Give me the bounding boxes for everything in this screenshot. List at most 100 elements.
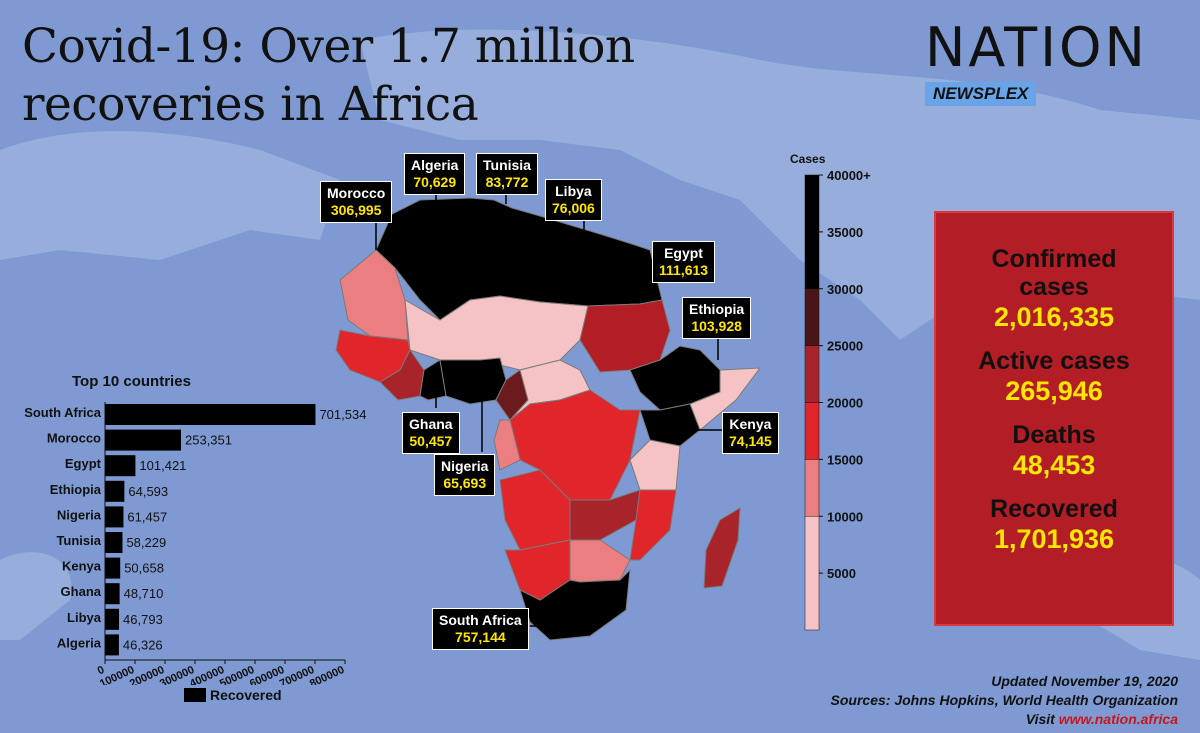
website-link[interactable]: www.nation.africa [1058,711,1178,727]
bar-value-label: 64,593 [128,484,168,499]
scale-band [804,402,820,460]
callout-value: 76,006 [552,200,595,216]
bar-category-label: Ethiopia [50,482,102,497]
confirmed-value: 2,016,335 [993,302,1115,332]
bar [105,480,125,502]
callout-country: Ghana [409,416,453,432]
callout-ethiopia: Ethiopia 103,928 [682,297,752,339]
bar-category-label: Egypt [65,456,102,471]
bar [105,455,136,477]
callout-kenya: Kenya 74,145 [722,412,779,454]
callout-value: 70,629 [413,174,457,190]
bar [105,429,182,451]
scale-band [804,345,820,403]
legend-swatch [184,688,206,702]
recovered-value: 1,701,936 [993,524,1115,554]
scale-tick-label: 40000+ [827,170,871,183]
africa-map [335,197,762,641]
bar-value-label: 50,658 [124,561,164,576]
callout-country: Kenya [729,416,772,432]
callout-tunisia: Tunisia 83,772 [476,153,538,195]
top10-bar-chart: South Africa 701,534 Morocco 253,351 Egypt 10… [24,402,366,685]
callout-country: South Africa [439,612,522,628]
scale-tick-label: 35000 [827,225,863,240]
x-tick-label: 0 [96,664,107,677]
scale-tick-label: 15000 [827,452,863,467]
callout-country: Egypt [664,245,703,261]
scale-band [804,288,820,346]
bar-value-label: 701,534 [319,407,366,422]
callout-ghana: Ghana 50,457 [402,412,460,454]
callout-country: Morocco [327,185,386,201]
bar-value-label: 46,793 [123,612,163,627]
scale-band [804,459,820,517]
callout-value: 74,145 [729,433,772,449]
callout-value: 111,613 [659,262,709,278]
scale-tick-label: 20000 [827,396,863,411]
bar-category-label: South Africa [24,405,102,420]
callout-algeria: Algeria 70,629 [404,153,466,195]
callout-country: Ethiopia [689,301,745,317]
bar-chart-legend: Recovered [184,687,282,703]
title-line-1: Covid-19: Over 1.7 million [22,19,635,74]
bar [105,404,316,425]
callout-value: 757,144 [455,629,506,645]
callout-value: 65,693 [443,475,487,491]
scale-tick-label: 10000 [827,509,863,524]
deaths-value: 48,453 [1012,450,1096,480]
recovered-label: Recovered [990,495,1118,523]
callout-value: 306,995 [330,202,382,218]
bar-value-label: 101,421 [139,458,186,473]
callout-country: Libya [555,183,592,199]
brand-name: NATION [925,16,1148,79]
visit-label: Visit [1025,711,1055,727]
callout-country: Nigeria [441,458,489,474]
scale-band [804,516,820,631]
bar [105,532,123,553]
callout-country: Algeria [411,157,459,173]
callout-egypt: Egypt 111,613 [652,241,716,283]
active-value: 265,946 [1005,376,1103,406]
bar-category-label: Kenya [62,559,102,574]
callout-value: 103,928 [691,318,742,334]
bar-value-label: 46,326 [123,637,163,652]
bar-category-label: Morocco [47,431,101,446]
bar-value-label: 61,457 [127,509,167,524]
scale-tick-label: 5000 [827,566,856,581]
bar [105,608,120,630]
scale-title: Cases [790,152,826,166]
bar-value-label: 58,229 [126,535,166,550]
page-title: Covid-19: Over 1.7 million recoveries in… [22,18,722,134]
legend-label: Recovered [210,687,282,703]
deaths-label: Deaths [1012,421,1096,449]
footer: Updated November 19, 2020 Sources: Johns… [831,672,1178,729]
confirmed-label: Confirmed cases [991,245,1117,301]
bar-value-label: 48,710 [124,586,164,601]
callout-morocco: Morocco 306,995 [320,181,393,223]
bar-chart-title: Top 10 countries [72,373,191,390]
active-label: Active cases [978,347,1130,375]
brand-sub: NEWSPLEX [925,82,1037,106]
callout-libya: Libya 76,006 [545,179,602,221]
brand-logo: NATION NEWSPLEX [925,18,1165,106]
color-scale-legend: 40000+ 35000 30000 25000 20000 15000 10000 5000 [804,170,871,631]
scale-band [804,174,820,289]
stats-panel: Confirmed cases 2,016,335 Active cases 2… [934,211,1174,626]
callout-value: 83,772 [485,174,529,190]
title-line-2: recoveries in Africa [22,77,479,132]
bar-category-label: Nigeria [57,507,102,522]
bar-category-label: Ghana [61,584,102,599]
bar [105,583,120,605]
bar [105,506,124,528]
bar-category-label: Libya [67,610,102,625]
bar-value-label: 253,351 [185,433,232,448]
scale-tick-label: 30000 [827,282,863,297]
callout-nigeria: Nigeria 65,693 [434,454,496,496]
bar [105,634,119,656]
callout-south-africa: South Africa 757,144 [432,608,529,650]
scale-tick-label: 25000 [827,339,863,354]
bar-category-label: Algeria [57,635,102,650]
bar [105,557,121,579]
callout-country: Tunisia [483,157,531,173]
sources: Sources: Johns Hopkins, World Health Org… [830,692,1178,708]
